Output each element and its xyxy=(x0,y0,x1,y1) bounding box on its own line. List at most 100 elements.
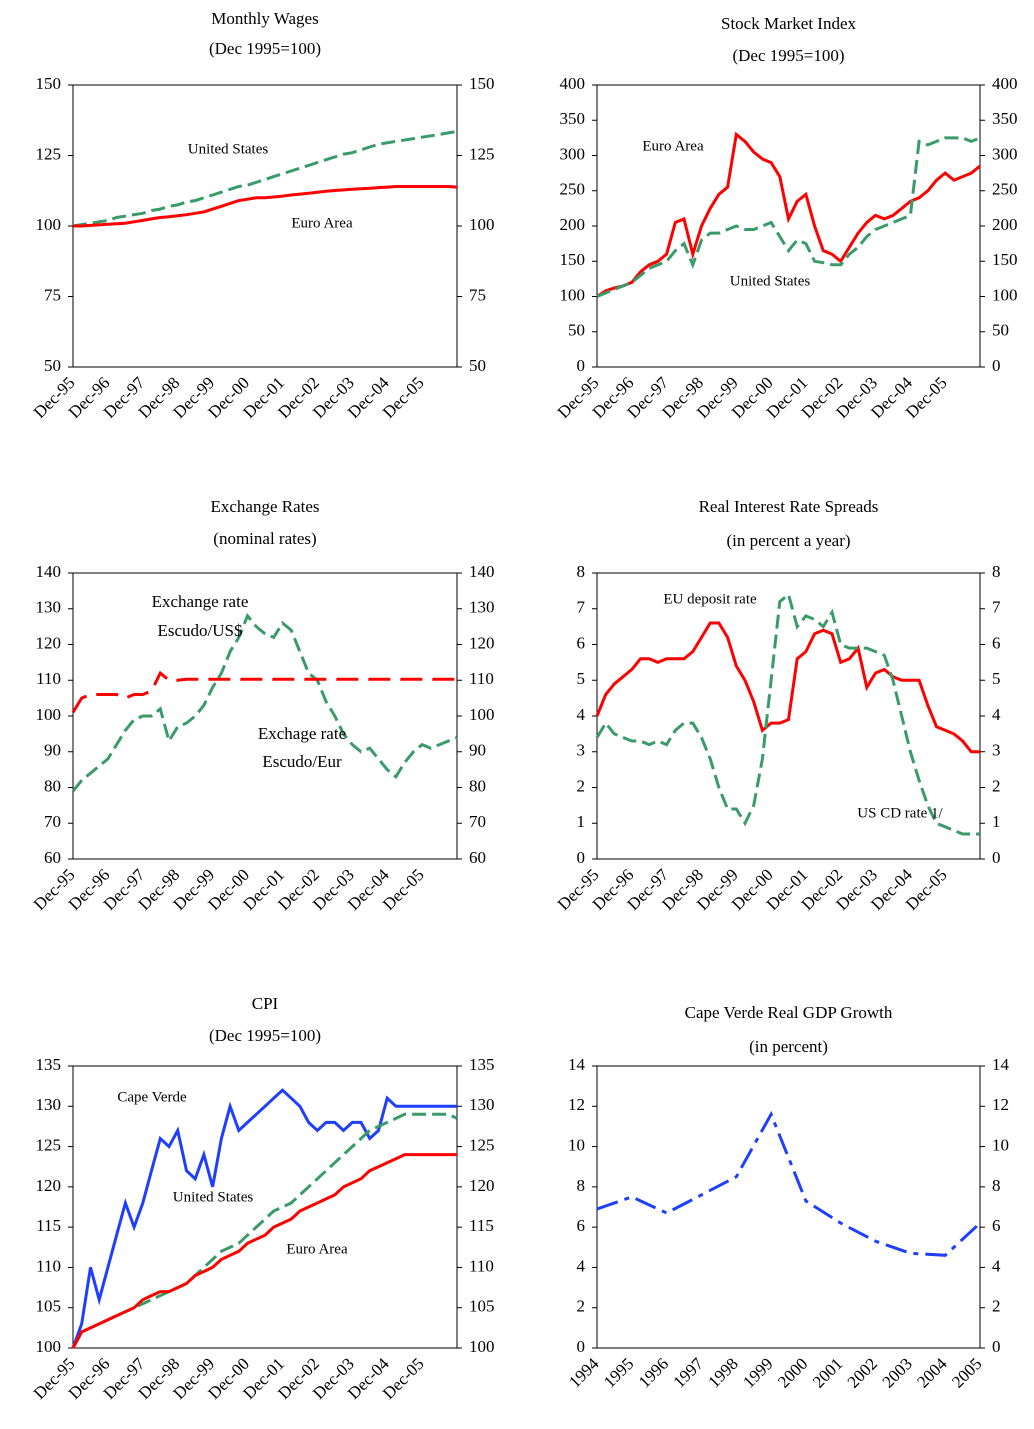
series-label: EU deposit rate xyxy=(663,591,757,607)
x-tick-label: 2001 xyxy=(809,1354,846,1391)
y-tick-label: 130 xyxy=(36,598,62,617)
y-tick-label: 125 xyxy=(36,144,62,163)
plot-frame xyxy=(596,1065,981,1349)
y-tick-label: 90 xyxy=(44,741,61,760)
x-tick-label: 1994 xyxy=(565,1354,603,1392)
chart-subtitle: (in percent) xyxy=(749,1037,828,1056)
y2-tick-label: 130 xyxy=(469,598,495,617)
y2-tick-label: 120 xyxy=(469,633,495,652)
series-line xyxy=(71,612,458,793)
y2-tick-label: 150 xyxy=(469,74,495,93)
y2-tick-label: 350 xyxy=(992,109,1018,128)
y2-tick-label: 105 xyxy=(469,1297,495,1316)
annotation: Exchage rate xyxy=(258,724,346,743)
y-tick-label: 6 xyxy=(577,1216,586,1235)
chart-title: Stock Market Index xyxy=(721,14,857,33)
y2-tick-label: 115 xyxy=(469,1216,494,1235)
annotation: Escudo/US$ xyxy=(158,621,243,640)
y2-tick-label: 110 xyxy=(469,669,494,688)
y2-tick-label: 150 xyxy=(992,250,1018,269)
y-tick-label: 120 xyxy=(36,1176,62,1195)
series-line xyxy=(71,670,457,714)
chart-subtitle: (in percent a year) xyxy=(726,531,850,550)
series-label: US CD rate 1/ xyxy=(857,805,943,821)
y-tick-label: 350 xyxy=(560,109,586,128)
y2-tick-label: 6 xyxy=(992,1216,1001,1235)
y-tick-label: 0 xyxy=(577,356,586,375)
y2-tick-label: 2 xyxy=(992,1297,1001,1316)
y-tick-label: 100 xyxy=(36,215,62,234)
chart-title: Cape Verde Real GDP Growth xyxy=(685,1003,893,1022)
y-tick-label: 150 xyxy=(560,250,586,269)
y2-tick-label: 100 xyxy=(469,1337,495,1356)
y2-tick-label: 5 xyxy=(992,669,1001,688)
y-tick-label: 60 xyxy=(44,848,61,867)
y2-tick-label: 125 xyxy=(469,1135,495,1154)
y-tick-label: 115 xyxy=(36,1216,61,1235)
y-tick-label: 100 xyxy=(36,1337,62,1356)
y-tick-label: 140 xyxy=(36,562,62,581)
y2-tick-label: 100 xyxy=(469,705,495,724)
y-tick-label: 50 xyxy=(568,321,585,340)
y2-tick-label: 50 xyxy=(469,356,486,375)
y2-tick-label: 60 xyxy=(469,848,486,867)
series-line xyxy=(71,1112,458,1349)
y2-tick-label: 200 xyxy=(992,215,1018,234)
plot-frame xyxy=(72,572,458,860)
series-line xyxy=(71,1153,457,1349)
x-tick-label: 2000 xyxy=(774,1354,811,1391)
annotation: Exchange rate xyxy=(152,592,249,611)
y-tick-label: 120 xyxy=(36,633,62,652)
y2-tick-label: 125 xyxy=(469,144,495,163)
y-tick-label: 300 xyxy=(560,144,586,163)
y2-tick-label: 8 xyxy=(992,1176,1001,1195)
series-line xyxy=(71,1088,457,1349)
x-tick-label: 1997 xyxy=(670,1354,708,1392)
y-tick-label: 8 xyxy=(577,1176,586,1195)
series-label: Euro Area xyxy=(286,1241,348,1257)
y-tick-label: 3 xyxy=(577,741,586,760)
x-tick-label: 1995 xyxy=(600,1354,637,1391)
y2-tick-label: 1 xyxy=(992,812,1001,831)
chart-title: Monthly Wages xyxy=(211,9,318,28)
y-tick-label: 10 xyxy=(568,1135,585,1154)
plot-frame xyxy=(596,84,981,368)
y-tick-label: 0 xyxy=(577,848,586,867)
y-tick-label: 100 xyxy=(560,285,586,304)
y2-tick-label: 0 xyxy=(992,1337,1001,1356)
series-line xyxy=(595,621,980,754)
y2-tick-label: 90 xyxy=(469,741,486,760)
y-tick-label: 105 xyxy=(36,1297,62,1316)
y-tick-label: 6 xyxy=(577,633,586,652)
y2-tick-label: 4 xyxy=(992,1256,1001,1275)
series-label: United States xyxy=(188,141,269,157)
y2-tick-label: 130 xyxy=(469,1095,495,1114)
y-tick-label: 80 xyxy=(44,776,61,795)
y2-tick-label: 0 xyxy=(992,848,1001,867)
y2-tick-label: 3 xyxy=(992,741,1001,760)
y-tick-label: 12 xyxy=(568,1095,585,1114)
x-tick-label: 2005 xyxy=(948,1354,985,1391)
y2-tick-label: 80 xyxy=(469,776,486,795)
y2-tick-label: 4 xyxy=(992,705,1001,724)
series-line xyxy=(596,1110,982,1257)
y-tick-label: 5 xyxy=(577,669,586,688)
y2-tick-label: 120 xyxy=(469,1176,495,1195)
y2-tick-label: 300 xyxy=(992,144,1018,163)
y-tick-label: 75 xyxy=(44,285,61,304)
chart-subtitle: (Dec 1995=100) xyxy=(209,39,321,58)
series-line xyxy=(72,130,458,228)
series-label: Euro Area xyxy=(642,138,704,154)
y-tick-label: 100 xyxy=(36,705,62,724)
y2-tick-label: 70 xyxy=(469,812,486,831)
y2-tick-label: 14 xyxy=(992,1055,1010,1074)
y2-tick-label: 100 xyxy=(992,285,1018,304)
y-tick-label: 135 xyxy=(36,1055,62,1074)
y-tick-label: 50 xyxy=(44,356,61,375)
x-tick-label: 1998 xyxy=(704,1354,741,1391)
y-tick-label: 0 xyxy=(577,1337,586,1356)
y2-tick-label: 75 xyxy=(469,285,486,304)
y2-tick-label: 7 xyxy=(992,598,1001,617)
y-tick-label: 110 xyxy=(36,1256,61,1275)
